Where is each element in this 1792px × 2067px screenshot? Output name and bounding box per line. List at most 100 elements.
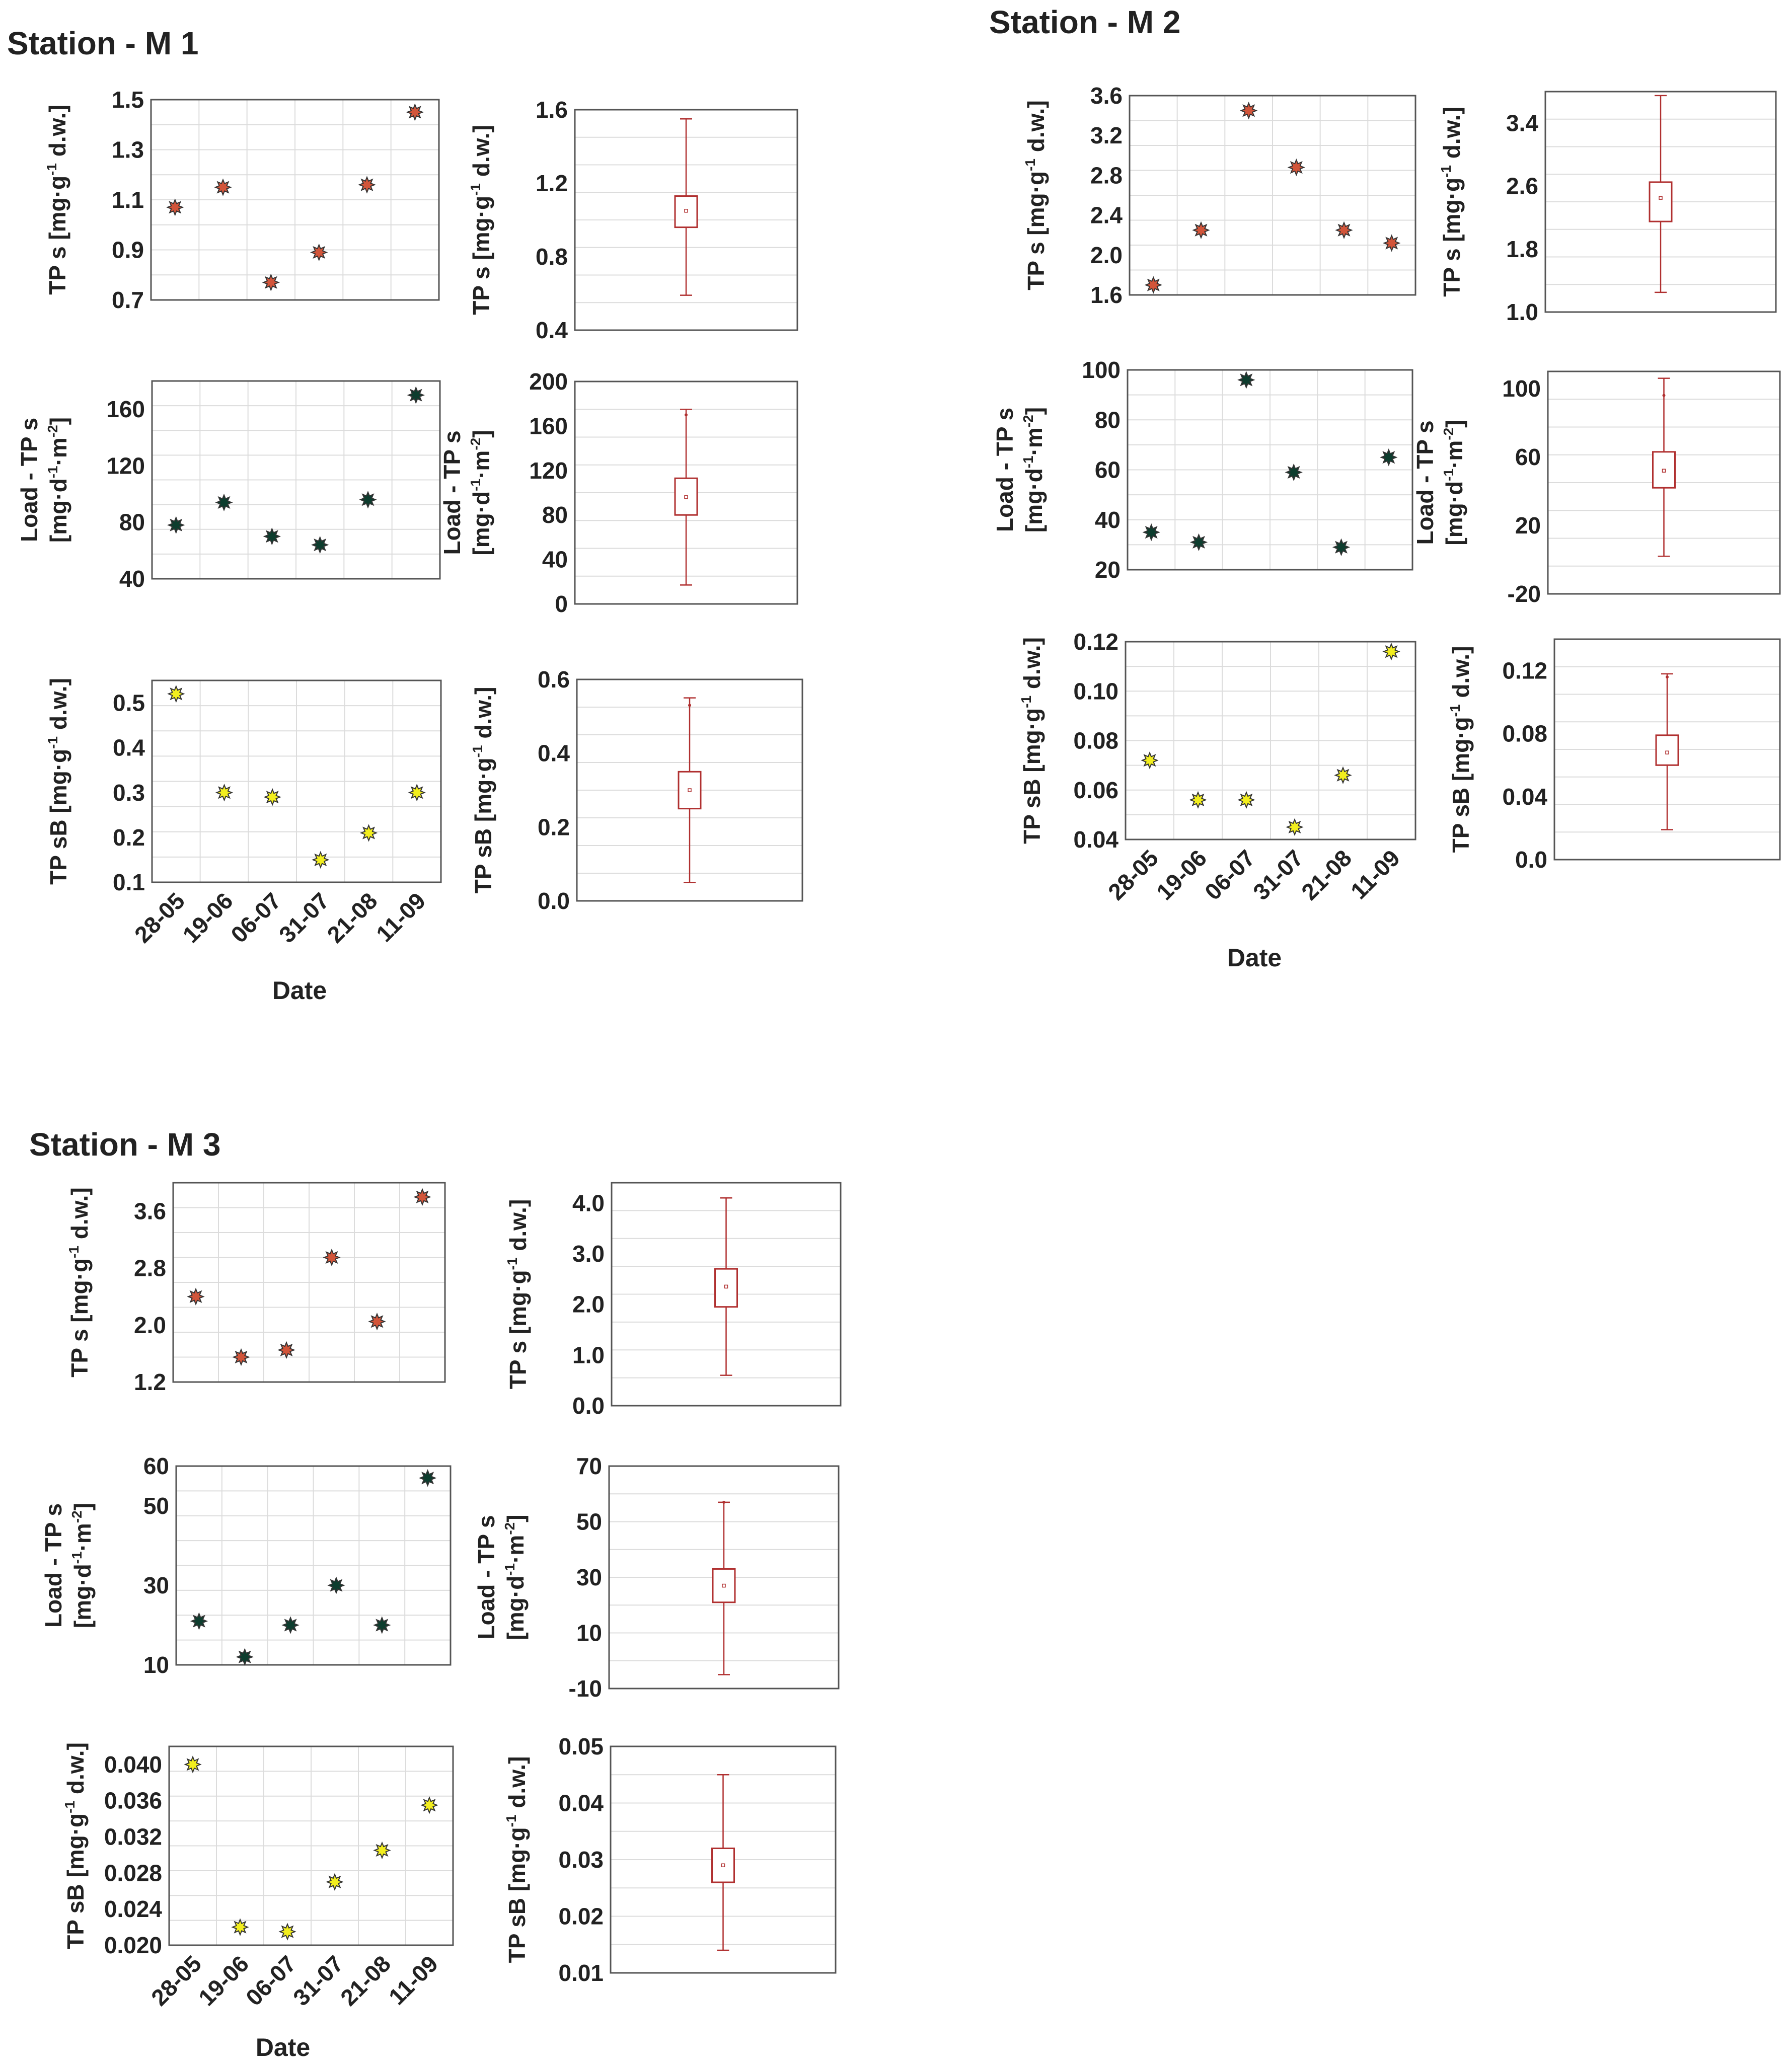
y-axis-title-part: TP s [mg·g	[505, 1270, 531, 1389]
plot-frame	[1553, 638, 1781, 861]
y-axis-title: Load - TP s	[1412, 420, 1438, 545]
data-point	[1382, 642, 1400, 661]
y-tick-label: 3.4	[1506, 110, 1538, 136]
box-iqr	[678, 771, 702, 810]
y-tick-label: 60	[1515, 444, 1541, 470]
y-axis-title-part: TP s [mg·g	[1439, 178, 1465, 297]
plot-frame	[172, 1182, 446, 1383]
data-point	[373, 1616, 391, 1634]
y-axis-title-part: TP s [mg·g	[66, 1258, 93, 1377]
data-point	[359, 491, 377, 509]
box-mean	[688, 788, 692, 792]
y-tick-label: 0.4	[536, 317, 568, 343]
y-tick-label: 0.2	[113, 824, 145, 851]
y-tick-label: 60	[143, 1453, 169, 1479]
grid	[1130, 96, 1415, 295]
y-tick-label: 120	[529, 457, 568, 484]
y-axis-title-part: d.w.]	[1439, 107, 1465, 165]
y-tick-label: 4.0	[572, 1190, 605, 1216]
y-axis-title: TP s [mg·g-1 d.w.]	[1022, 100, 1049, 290]
y-tick-label: 40	[119, 566, 145, 592]
panel-m3-load-scatter: 10 30 50 60 Load - TP s [mg·d-1·m-2]	[40, 1453, 452, 1678]
y-tick-label: 0.6	[538, 666, 570, 693]
y-axis-title-part: -1	[468, 183, 483, 196]
y-tick-label: 0.12	[1502, 658, 1547, 684]
plot-frame	[574, 109, 798, 331]
y-axis-title: TP sB [mg·g-1 d.w.]	[45, 678, 71, 885]
y-axis-title: [mg·d-1·m-2]	[1020, 407, 1047, 532]
y-axis-title-part: -2	[502, 1522, 517, 1535]
y-tick-label: 80	[542, 502, 568, 528]
y-tick-label: 0.05	[558, 1733, 604, 1759]
data-point	[214, 178, 232, 196]
y-tick-label: 1.2	[134, 1369, 166, 1395]
y-tick-label: 60	[1095, 457, 1121, 483]
data-point	[184, 1755, 202, 1774]
x-tick-label: 06-07	[226, 887, 286, 948]
y-axis-title-part: -2	[1020, 415, 1036, 427]
y-axis-title-part: Load - TP s	[16, 418, 42, 542]
y-tick-label: 10	[143, 1652, 169, 1678]
panel-m3-tps-box: 0.0 1.0 2.0 3.0 4.0 TP s [mg·g-1 d.w.]	[504, 1182, 842, 1419]
y-axis-title: TP s [mg·g-1 d.w.]	[468, 125, 494, 315]
y-tick-label: 1.1	[112, 187, 144, 213]
data-point	[418, 1469, 437, 1487]
y-axis-title-part: [mg·d	[502, 1576, 529, 1640]
box-iqr	[712, 1568, 736, 1603]
y-tick-label: 0.028	[104, 1860, 162, 1886]
y-tick-label: 3.6	[1090, 83, 1123, 109]
y-tick-label: 0.04	[558, 1790, 604, 1816]
y-tick-label: 0.08	[1073, 728, 1118, 754]
y-axis-title: Load - TP s	[16, 418, 42, 542]
grid	[152, 381, 440, 579]
grid	[1126, 642, 1415, 839]
y-tick-label: 0.0	[538, 888, 570, 914]
grid	[1128, 370, 1412, 570]
data-point	[1237, 791, 1255, 809]
data-point	[277, 1341, 295, 1359]
y-tick-label: 0.024	[104, 1896, 163, 1922]
y-tick-label: 0.8	[536, 244, 568, 270]
y-tick-label: 0.5	[113, 690, 145, 716]
plot-frame	[1129, 95, 1416, 296]
y-axis-title-part: -2	[1441, 428, 1456, 440]
data-point	[1335, 221, 1353, 239]
box-mean	[722, 1583, 726, 1588]
y-tick-label: 0.12	[1073, 629, 1118, 655]
data-point	[408, 784, 426, 802]
y-axis-title-part: -1	[1020, 455, 1036, 468]
data-point	[1189, 533, 1208, 552]
y-tick-label: 0.4	[113, 735, 145, 761]
y-tick-label: 2.0	[572, 1291, 605, 1318]
data-point	[311, 535, 329, 554]
data-point	[1142, 523, 1160, 542]
plot-frame	[168, 1745, 454, 1946]
y-tick-label: 0	[555, 591, 568, 617]
y-tick-label: 0.036	[104, 1788, 162, 1814]
y-axis-title-part: ]	[1441, 420, 1467, 427]
box-mean	[1665, 750, 1669, 755]
panel-m2-load-scatter: 20 40 60 80 100 Load - TP s [mg·d-1·m-2]	[992, 357, 1413, 583]
y-axis-title-part: -1	[468, 479, 483, 491]
y-axis-title-part: -1	[62, 1801, 78, 1813]
y-axis-title-part: ]	[69, 1503, 96, 1510]
x-tick-label: 19-06	[1151, 845, 1212, 905]
x-tick-label: 31-07	[1248, 845, 1308, 905]
y-tick-label: 0.02	[558, 1903, 604, 1930]
data-point	[323, 1248, 341, 1267]
y-axis-title-part: [mg·d	[69, 1564, 96, 1628]
plot-frame	[150, 99, 440, 301]
y-axis-title: TP s [mg·g-1 d.w.]	[1438, 107, 1465, 297]
y-axis-title: [mg·d-1·m-2]	[69, 1503, 96, 1628]
y-tick-label: 3.2	[1090, 122, 1123, 148]
y-tick-label: 1.6	[536, 97, 568, 123]
grid	[173, 1183, 445, 1382]
box-iqr	[1655, 734, 1679, 766]
x-tick-label: 11-09	[1346, 845, 1405, 904]
data-point	[215, 784, 234, 802]
y-axis-title-part: TP s [mg·g	[468, 196, 494, 315]
y-tick-label: 30	[576, 1564, 602, 1590]
box-mean	[1659, 196, 1663, 200]
y-tick-label: 0.0	[572, 1393, 605, 1419]
y-tick-label: 0.2	[538, 814, 570, 840]
